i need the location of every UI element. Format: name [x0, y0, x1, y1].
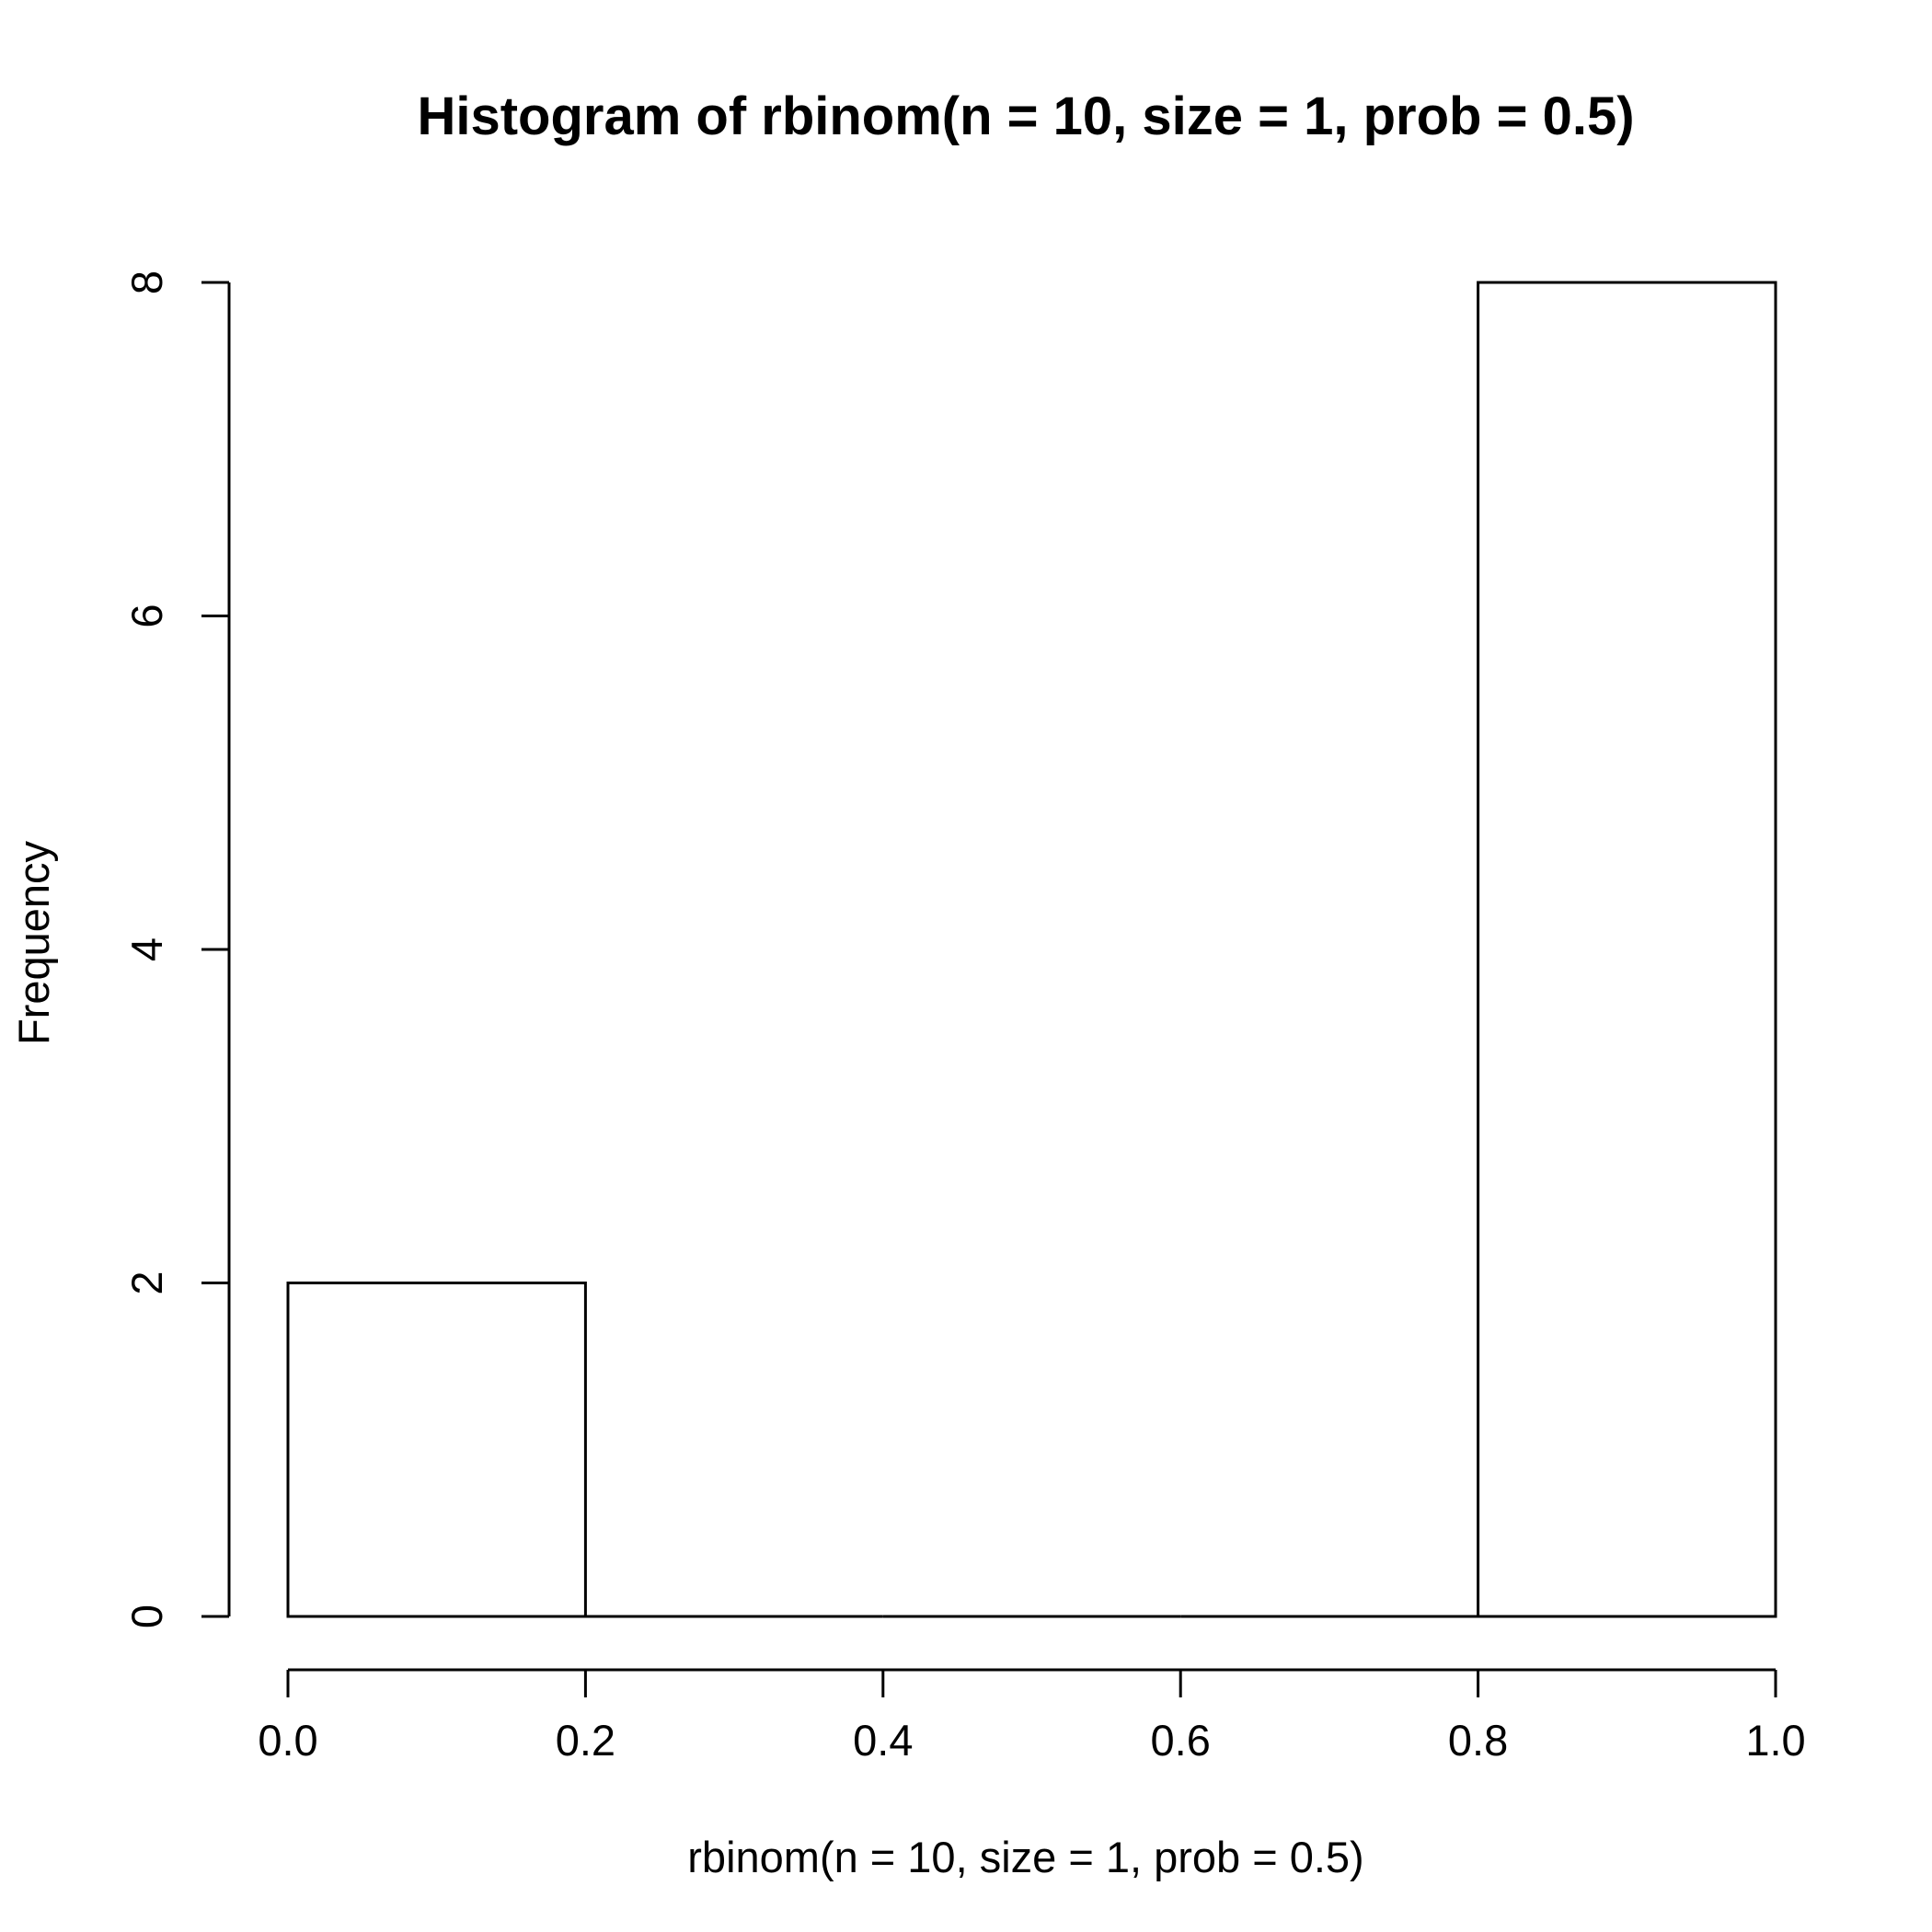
x-tick-label: 0.6	[1151, 1716, 1211, 1765]
chart-title: Histogram of rbinom(n = 10, size = 1, pr…	[417, 86, 1634, 146]
x-tick-label: 0.0	[258, 1716, 317, 1765]
x-axis-label: rbinom(n = 10, size = 1, prob = 0.5)	[687, 1833, 1363, 1881]
y-tick-label: 6	[122, 604, 171, 627]
x-tick-label: 0.8	[1448, 1716, 1508, 1765]
y-tick-label: 0	[122, 1604, 171, 1628]
y-axis: 0 2 4 6 8	[122, 270, 231, 1628]
x-tick-label: 1.0	[1745, 1716, 1805, 1765]
y-tick-label: 2	[122, 1271, 171, 1294]
histogram-bar	[1477, 281, 1777, 1618]
x-tick-label: 0.4	[853, 1716, 913, 1765]
y-tick-label: 4	[122, 937, 171, 961]
histogram-bar	[286, 1282, 587, 1618]
x-tick-label: 0.2	[556, 1716, 615, 1765]
bars-group	[286, 281, 1777, 1618]
y-tick-label: 8	[122, 270, 171, 294]
y-axis-label: Frequency	[9, 840, 58, 1045]
x-axis: 0.0 0.2 0.4 0.6 0.8 1.0	[258, 1668, 1806, 1765]
